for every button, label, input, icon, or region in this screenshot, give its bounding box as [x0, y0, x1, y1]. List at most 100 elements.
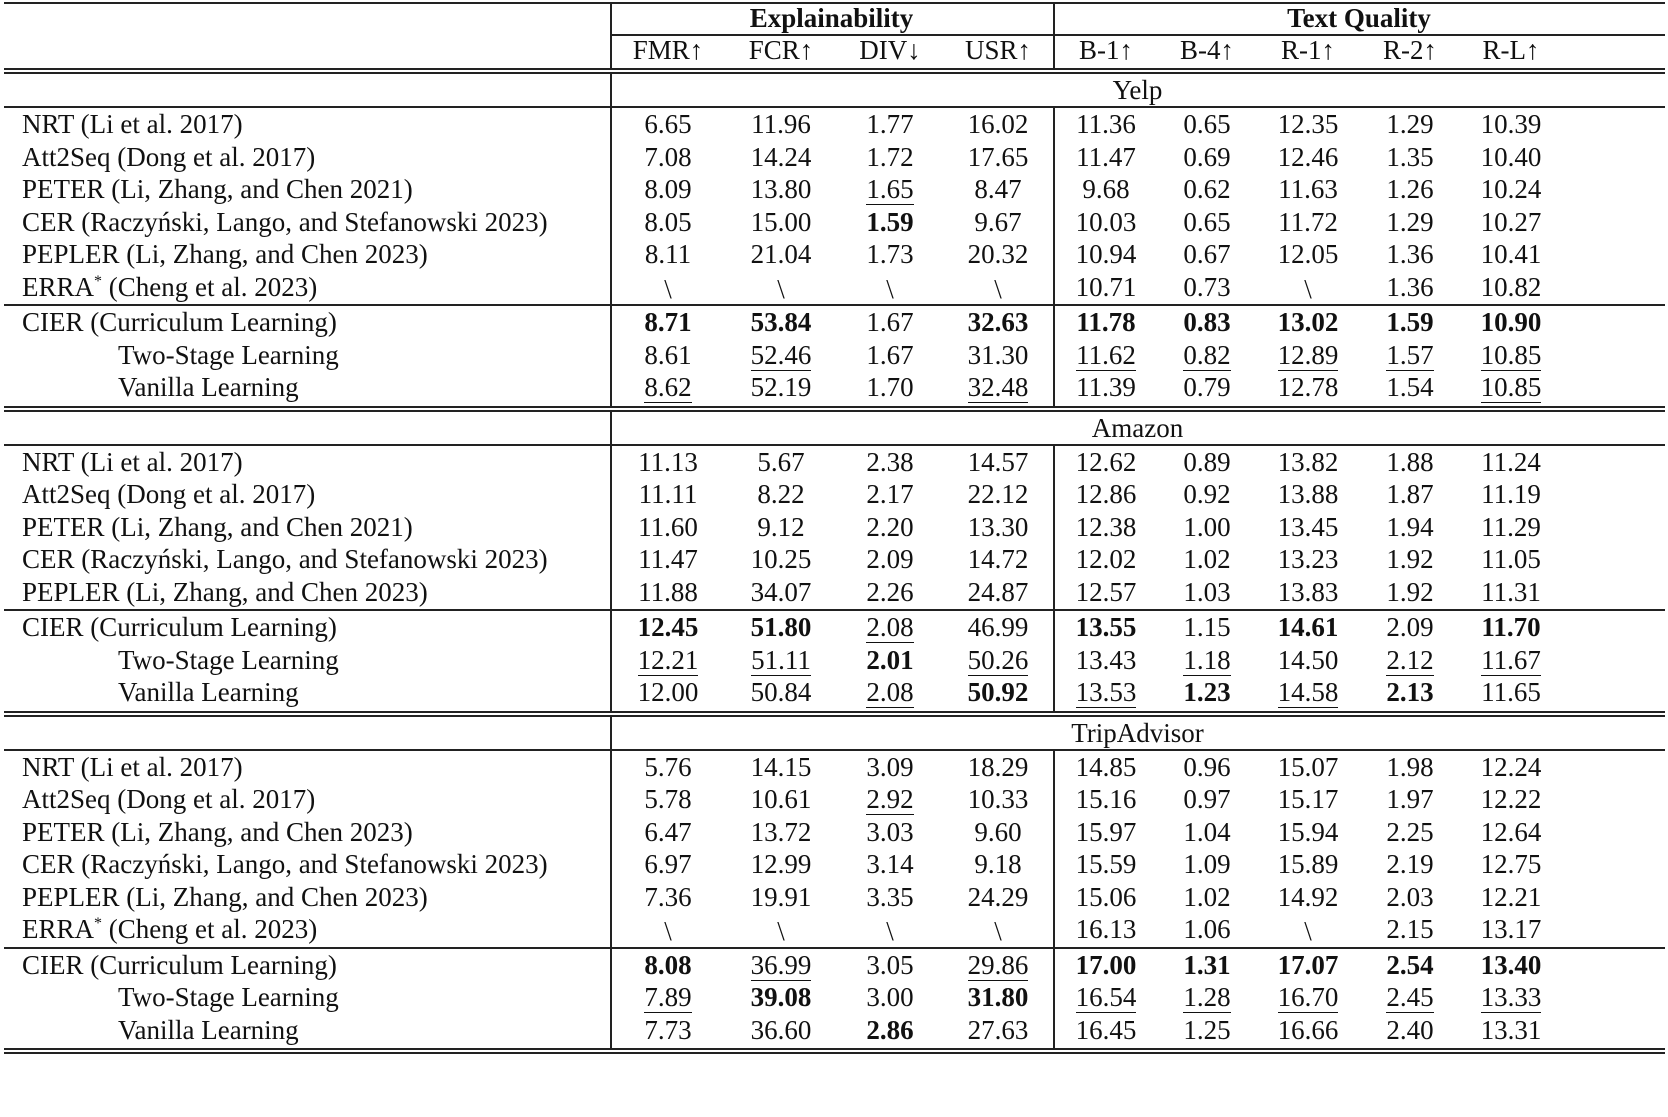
cell-value: 12.64: [1480, 816, 1542, 847]
table-cell: 18.29: [948, 751, 1048, 783]
table-cell: 2.08: [840, 611, 940, 643]
cell-value: 0.83: [1183, 307, 1231, 337]
table-cell: 10.71: [1056, 271, 1156, 303]
table-cell: 13.02: [1258, 306, 1358, 338]
cell-value: 0.69: [1183, 141, 1231, 172]
column-header: B-4↑: [1180, 35, 1234, 65]
cell-value: 1.15: [1183, 612, 1231, 642]
cell-value: 8.08: [644, 949, 692, 980]
table-cell: 12.64: [1461, 816, 1561, 848]
cell-value: 0.89: [1183, 446, 1231, 477]
cell-value: 2.12: [1386, 644, 1434, 676]
table-cell: 12.86: [1056, 478, 1156, 510]
table-cell: 11.24: [1461, 446, 1561, 478]
table-cell: 12.02: [1056, 543, 1156, 575]
method-citation: (Cheng et al. 2023): [102, 271, 318, 302]
cell-value: 13.43: [1075, 644, 1137, 675]
cell-value: 12.89: [1277, 339, 1339, 371]
cell-value: 9.12: [757, 511, 805, 542]
cell-value: 13.55: [1075, 612, 1137, 642]
table-cell: 1.23: [1157, 676, 1257, 708]
table-cell: 16.45: [1056, 1014, 1156, 1046]
cell-value: 1.57: [1386, 339, 1434, 371]
cell-value: 36.60: [750, 1014, 812, 1045]
cell-value: 1.77: [866, 109, 914, 139]
table-cell: 11.65: [1461, 676, 1561, 708]
section-double-rule: [4, 714, 1665, 717]
table-cell: 8.05: [618, 206, 718, 238]
table-cell: 15.00: [731, 206, 831, 238]
table-cell: 3.09: [840, 751, 940, 783]
table-cell: 1.36: [1360, 238, 1460, 270]
cell-value: 6.65: [644, 109, 692, 139]
cell-value: 14.92: [1277, 881, 1339, 912]
method-name: CIER (Curriculum Learning): [22, 949, 337, 980]
table-cell: 0.69: [1157, 141, 1257, 173]
cell-value: 1.67: [866, 307, 914, 337]
cell-value: 1.70: [866, 372, 914, 402]
table-cell: 11.72: [1258, 206, 1358, 238]
table-cell: 0.73: [1157, 271, 1257, 303]
cell-value: 8.09: [644, 174, 692, 204]
cell-value: 52.46: [750, 339, 812, 371]
cell-value: 10.25: [750, 544, 812, 574]
group-divider: [1053, 2, 1055, 68]
table-cell: \: [1258, 273, 1358, 305]
cell-value: 11.29: [1481, 511, 1541, 542]
cell-value: 10.27: [1480, 206, 1542, 237]
cell-value: 1.25: [1183, 1014, 1231, 1045]
table-cell: 15.16: [1056, 783, 1156, 815]
table-cell: 9.18: [948, 848, 1048, 880]
table-cell: 22.12: [948, 478, 1048, 510]
cell-value: 1.06: [1183, 914, 1231, 944]
cell-value: 8.05: [644, 206, 692, 237]
table-cell: 50.26: [948, 644, 1048, 676]
table-cell: 1.18: [1157, 644, 1257, 676]
table-cell: 46.99: [948, 611, 1048, 643]
table-cell: 11.31: [1461, 576, 1561, 608]
cell-value: 3.03: [866, 816, 914, 847]
method-name: CIER (Curriculum Learning): [22, 307, 337, 337]
table-cell: 12.05: [1258, 238, 1358, 270]
table-cell: 11.11: [618, 478, 718, 510]
table-cell: 1.26: [1360, 173, 1460, 205]
label-column-divider: [610, 750, 612, 1048]
table-cell: 1.02: [1157, 881, 1257, 913]
section-double-rule: [4, 405, 1665, 408]
table-cell: 14.92: [1258, 881, 1358, 913]
cell-value: 10.24: [1480, 174, 1542, 204]
table-cell: 1.02: [1157, 543, 1257, 575]
cell-value: 1.87: [1386, 479, 1434, 509]
table-cell: \: [840, 915, 940, 947]
label-column-divider: [610, 716, 612, 751]
table-cell: 24.87: [948, 576, 1048, 608]
ours-rule: [4, 304, 1665, 306]
table-cell: 12.62: [1056, 446, 1156, 478]
cell-value: 3.35: [866, 881, 914, 912]
table-cell: 51.11: [731, 644, 831, 676]
cell-value: 15.89: [1277, 849, 1339, 879]
missing-value-mark: \: [1304, 273, 1312, 304]
table-cell: 7.89: [618, 981, 718, 1013]
cell-value: 1.36: [1386, 239, 1434, 269]
table-cell: 13.31: [1461, 1014, 1561, 1046]
method-name: PETER (Li, Zhang, and Chen 2021): [22, 511, 413, 542]
table-cell: 0.65: [1157, 108, 1257, 140]
table-cell: 15.06: [1056, 881, 1156, 913]
missing-value-mark: \: [1304, 916, 1312, 946]
cell-value: 1.02: [1183, 544, 1231, 574]
cell-value: 1.03: [1183, 576, 1231, 607]
table-cell: 1.28: [1157, 981, 1257, 1013]
cell-value: 12.02: [1075, 544, 1137, 574]
table-cell: 0.89: [1157, 446, 1257, 478]
method-name: Att2Seq (Dong et al. 2017): [22, 141, 316, 172]
table-cell: 10.33: [948, 783, 1048, 815]
table-cell: 1.77: [840, 108, 940, 140]
table-cell: 11.39: [1056, 371, 1156, 403]
table-cell: 2.01: [840, 644, 940, 676]
cell-value: 34.07: [750, 576, 812, 607]
cell-value: 1.29: [1386, 206, 1434, 237]
table-cell: 1.00: [1157, 511, 1257, 543]
table-cell: 2.40: [1360, 1014, 1460, 1046]
group-divider: [1053, 750, 1055, 1048]
